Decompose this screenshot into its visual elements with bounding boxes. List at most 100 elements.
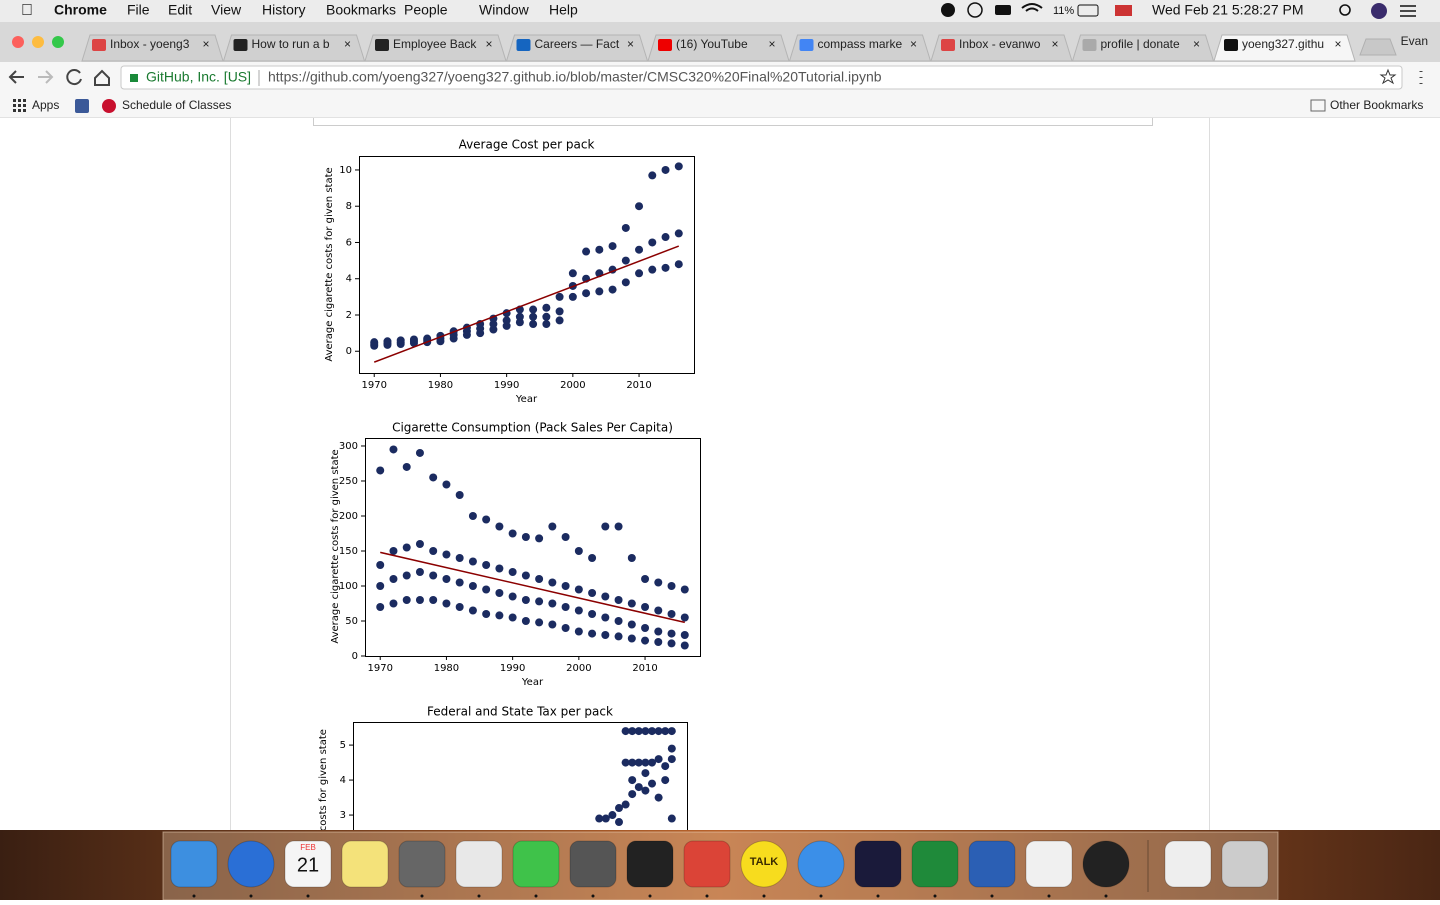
tab[interactable] bbox=[505, 34, 649, 62]
tab-title[interactable]: yoeng327.githu bbox=[1242, 37, 1324, 51]
notifications-icon[interactable] bbox=[1400, 5, 1416, 17]
siri-icon[interactable] bbox=[1371, 3, 1387, 19]
dock-icon[interactable] bbox=[1221, 840, 1269, 888]
menu-item[interactable]: Window bbox=[479, 2, 530, 18]
tab-title[interactable]: compass marke bbox=[818, 37, 903, 51]
minimize-window[interactable] bbox=[32, 36, 44, 48]
dock-icon[interactable] bbox=[569, 840, 617, 888]
dock-icon[interactable] bbox=[854, 840, 902, 888]
tab-close[interactable]: × bbox=[1334, 37, 1341, 51]
running-indicator bbox=[1104, 894, 1108, 898]
menu-item[interactable]: History bbox=[262, 2, 306, 18]
tab-close[interactable]: × bbox=[768, 37, 775, 51]
tab-title[interactable]: How to run a b bbox=[252, 37, 330, 51]
tab-title[interactable]: Inbox - evanwo bbox=[959, 37, 1041, 51]
scatter-point bbox=[654, 578, 663, 587]
menu-item[interactable]: Help bbox=[549, 2, 578, 18]
tab-title[interactable]: (16) YouTube bbox=[676, 37, 748, 51]
menu-item[interactable]: View bbox=[211, 2, 242, 18]
tab[interactable] bbox=[81, 34, 224, 62]
flag-icon[interactable] bbox=[1115, 5, 1132, 16]
menu-items: File Edit View History Bookmarks People Window… bbox=[127, 2, 578, 18]
other-bookmarks[interactable]: Other Bookmarks bbox=[1330, 98, 1423, 112]
url[interactable]: https://github.com/yoeng327/yoeng327.git… bbox=[268, 69, 882, 85]
bookmark-star[interactable] bbox=[1379, 68, 1397, 85]
dock-icon[interactable] bbox=[455, 840, 503, 888]
scatter-point bbox=[667, 755, 676, 764]
scatter-point bbox=[621, 278, 630, 287]
app-menu[interactable]: Chrome bbox=[54, 2, 107, 18]
omnibox[interactable] bbox=[120, 65, 1403, 90]
tab-close[interactable]: × bbox=[910, 37, 917, 51]
status-icon[interactable] bbox=[995, 5, 1011, 15]
menu-item[interactable]: File bbox=[127, 2, 150, 18]
dock-icon[interactable] bbox=[1164, 840, 1212, 888]
tab-close[interactable]: × bbox=[627, 37, 634, 51]
zoom-window[interactable] bbox=[52, 36, 64, 48]
dock-icon[interactable] bbox=[1082, 840, 1130, 888]
tab[interactable] bbox=[647, 34, 790, 62]
tab-favicon bbox=[92, 39, 106, 51]
tab-close[interactable]: × bbox=[1193, 37, 1200, 51]
status-icon[interactable] bbox=[967, 2, 983, 18]
tab-title[interactable]: Inbox - yoeng3 bbox=[110, 37, 190, 51]
dock-icon[interactable] bbox=[683, 840, 731, 888]
tab[interactable] bbox=[222, 34, 366, 62]
scatter-point bbox=[508, 592, 517, 601]
wifi-icon[interactable] bbox=[1021, 3, 1043, 12]
dock-icon[interactable] bbox=[284, 840, 332, 888]
dock-icon[interactable] bbox=[797, 840, 845, 888]
search-icon[interactable] bbox=[1339, 4, 1351, 16]
profile-name[interactable]: Evan bbox=[1401, 34, 1428, 48]
tab-title[interactable]: Employee Back bbox=[393, 37, 477, 51]
scatter-point bbox=[442, 550, 451, 559]
tab[interactable] bbox=[788, 34, 932, 62]
tab-close[interactable]: × bbox=[485, 37, 492, 51]
dock-icon[interactable] bbox=[170, 840, 218, 888]
status-icon[interactable] bbox=[941, 3, 955, 17]
forward-button[interactable] bbox=[38, 70, 54, 84]
apps-icon[interactable] bbox=[13, 99, 26, 112]
tab-close[interactable]: × bbox=[344, 37, 351, 51]
site-identity[interactable]: GitHub, Inc. [US] bbox=[146, 69, 251, 85]
dock-icon[interactable] bbox=[1025, 840, 1073, 888]
dock-icon[interactable] bbox=[398, 840, 446, 888]
tab-title[interactable]: profile | donate bbox=[1101, 37, 1180, 51]
tab-close[interactable]: × bbox=[1051, 37, 1058, 51]
home-button[interactable] bbox=[94, 69, 110, 86]
tab-title[interactable]: Careers — Fact bbox=[535, 37, 620, 51]
dock-icon[interactable] bbox=[512, 840, 560, 888]
dock-icon[interactable] bbox=[227, 840, 275, 888]
dock-icon[interactable] bbox=[911, 840, 959, 888]
chart-title: Cigarette Consumption (Pack Sales Per Ca… bbox=[392, 421, 673, 435]
back-button[interactable] bbox=[8, 70, 24, 84]
tab[interactable] bbox=[930, 34, 1073, 62]
bookmark[interactable]: Apps bbox=[32, 98, 59, 112]
menu-item[interactable]: Edit bbox=[168, 2, 192, 18]
plot-frame bbox=[359, 156, 695, 374]
close-window[interactable] bbox=[12, 36, 24, 48]
dock-icon[interactable] bbox=[968, 840, 1016, 888]
bookmark[interactable]: Schedule of Classes bbox=[122, 98, 231, 112]
dock-icon[interactable] bbox=[740, 840, 788, 888]
clock[interactable]: Wed Feb 21 5:28:27 PM bbox=[1152, 2, 1304, 18]
facebook-bookmark[interactable] bbox=[75, 99, 89, 113]
scatter-point bbox=[661, 263, 670, 272]
tab[interactable] bbox=[364, 34, 507, 62]
dock-icon[interactable] bbox=[626, 840, 674, 888]
scatter-point bbox=[614, 616, 623, 625]
battery-icon[interactable] bbox=[1077, 4, 1099, 17]
tab-close[interactable]: × bbox=[202, 37, 209, 51]
tab[interactable] bbox=[1071, 34, 1215, 62]
menu-item[interactable]: Bookmarks bbox=[326, 2, 396, 18]
new-tab[interactable] bbox=[1359, 38, 1397, 56]
scatter-point bbox=[654, 727, 663, 736]
dock-icon[interactable] bbox=[341, 840, 389, 888]
reload-button[interactable] bbox=[66, 69, 82, 86]
scatter-point bbox=[588, 609, 597, 618]
menu-item[interactable]: People bbox=[404, 2, 448, 18]
running-indicator bbox=[876, 894, 880, 898]
tab[interactable] bbox=[1213, 34, 1356, 62]
apple-menu[interactable]:  bbox=[21, 2, 33, 19]
